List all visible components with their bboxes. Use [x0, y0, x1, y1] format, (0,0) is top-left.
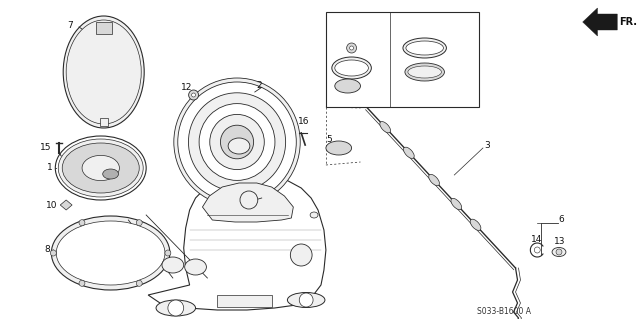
Text: 15: 15 [40, 144, 51, 152]
Circle shape [79, 280, 85, 286]
Text: 5: 5 [331, 81, 337, 91]
Ellipse shape [405, 63, 444, 81]
Bar [96, 22, 111, 34]
Ellipse shape [185, 259, 207, 275]
Text: 14: 14 [531, 235, 543, 244]
Circle shape [349, 46, 353, 50]
Polygon shape [148, 175, 326, 310]
Ellipse shape [162, 257, 184, 273]
Ellipse shape [82, 155, 120, 181]
Circle shape [51, 250, 56, 256]
Text: 9: 9 [336, 16, 342, 25]
Circle shape [220, 125, 253, 159]
Bar [217, 295, 271, 307]
Ellipse shape [55, 136, 146, 200]
Ellipse shape [63, 16, 144, 128]
Bar [100, 118, 108, 126]
Ellipse shape [56, 221, 165, 285]
Ellipse shape [429, 174, 440, 186]
Ellipse shape [310, 212, 318, 218]
Ellipse shape [335, 79, 360, 93]
Ellipse shape [51, 216, 170, 290]
Circle shape [165, 250, 171, 256]
Circle shape [174, 78, 300, 206]
Bar [326, 12, 479, 107]
Circle shape [178, 82, 296, 202]
Text: 1: 1 [47, 164, 53, 173]
Ellipse shape [451, 198, 461, 210]
Ellipse shape [408, 66, 442, 78]
Ellipse shape [335, 60, 369, 76]
Ellipse shape [403, 147, 414, 159]
Circle shape [136, 280, 142, 286]
Circle shape [136, 220, 142, 226]
Ellipse shape [406, 41, 444, 55]
Ellipse shape [332, 57, 371, 79]
Ellipse shape [66, 20, 141, 124]
Text: 2: 2 [257, 80, 262, 90]
Ellipse shape [228, 138, 250, 154]
Text: 12: 12 [180, 83, 192, 92]
Ellipse shape [156, 300, 196, 316]
Ellipse shape [326, 141, 351, 155]
Text: 5: 5 [326, 136, 332, 145]
Circle shape [534, 247, 540, 253]
Text: 9: 9 [397, 16, 403, 25]
Text: 4: 4 [449, 33, 455, 42]
Ellipse shape [403, 38, 447, 58]
Circle shape [189, 90, 198, 100]
Text: FR.: FR. [620, 17, 637, 27]
Text: 11: 11 [344, 35, 355, 44]
Text: 3: 3 [484, 140, 490, 150]
Circle shape [191, 93, 196, 97]
Circle shape [168, 300, 184, 316]
Circle shape [556, 249, 562, 255]
Ellipse shape [62, 143, 140, 193]
Circle shape [79, 220, 85, 226]
Circle shape [347, 43, 356, 53]
Text: 8: 8 [44, 246, 50, 255]
Text: 5: 5 [449, 63, 455, 72]
Ellipse shape [552, 248, 566, 256]
Circle shape [199, 104, 275, 181]
Text: S033-B1600 A: S033-B1600 A [477, 308, 531, 316]
Ellipse shape [380, 122, 390, 133]
Ellipse shape [58, 139, 143, 197]
Polygon shape [582, 8, 617, 36]
Polygon shape [202, 183, 293, 222]
Circle shape [291, 244, 312, 266]
Text: 16: 16 [298, 117, 310, 127]
Text: 10: 10 [47, 201, 58, 210]
Circle shape [188, 93, 285, 191]
Ellipse shape [102, 169, 118, 179]
Circle shape [210, 115, 264, 170]
Text: 6: 6 [558, 216, 564, 225]
Ellipse shape [470, 219, 481, 230]
Circle shape [300, 293, 313, 307]
Circle shape [240, 191, 258, 209]
Polygon shape [60, 200, 72, 210]
Ellipse shape [287, 293, 325, 308]
Text: 13: 13 [554, 238, 566, 247]
Text: 7: 7 [67, 20, 73, 29]
